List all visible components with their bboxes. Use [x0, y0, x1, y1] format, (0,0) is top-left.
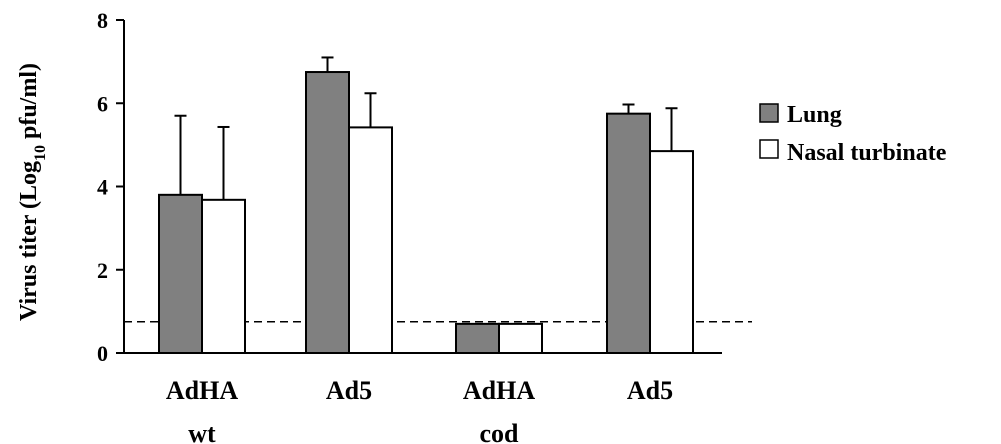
y-tick-label-4: 4	[97, 175, 108, 200]
x-label-adha-wt: AdHA	[166, 376, 238, 405]
y-tick-label-2: 2	[97, 258, 108, 283]
y-axis-label-end: pfu/ml)	[16, 63, 42, 145]
bar-adha-wt-lung	[158, 193, 203, 354]
bars	[158, 56, 694, 354]
bar-ad5-1-nasal-turbinate	[348, 126, 393, 354]
y-axis-label-main: Virus titer (Log	[16, 161, 42, 321]
x-label-adha-cod: AdHA	[463, 376, 535, 405]
legend-swatch-nasal-turbinate	[759, 139, 779, 159]
y-tick-label-6: 6	[97, 91, 108, 116]
y-tick-label-8: 8	[97, 8, 108, 33]
y-axis-label: Virus titer (Log10 pfu/ml)	[16, 63, 49, 321]
bar-adha-cod-lung	[455, 322, 500, 354]
bar-adha-wt-nasal-turbinate	[201, 198, 246, 354]
x-tick-labels: AdHA wt Ad5 AdHA cod Ad5	[166, 376, 673, 444]
bar-adha-cod-nasal-turbinate	[498, 322, 543, 354]
bar-ad5-2-lung	[606, 112, 651, 354]
bar-ad5-2-nasal-turbinate	[649, 150, 694, 354]
x-label-adha-wt-line2: wt	[188, 419, 216, 444]
y-tick-label-0: 0	[97, 341, 108, 366]
x-label-ad5-1: Ad5	[326, 376, 372, 405]
y-axis-label-subscript: 10	[32, 145, 49, 161]
x-label-adha-cod-line2: cod	[480, 419, 520, 444]
bar-ad5-1-lung	[305, 71, 350, 354]
legend-label-nasal-turbinate: Nasal turbinate	[787, 140, 947, 166]
legend: Lung Nasal turbinate	[759, 102, 947, 166]
legend-swatch-lung	[759, 103, 779, 123]
legend-label-lung: Lung	[787, 102, 842, 128]
x-label-ad5-2: Ad5	[627, 376, 673, 405]
